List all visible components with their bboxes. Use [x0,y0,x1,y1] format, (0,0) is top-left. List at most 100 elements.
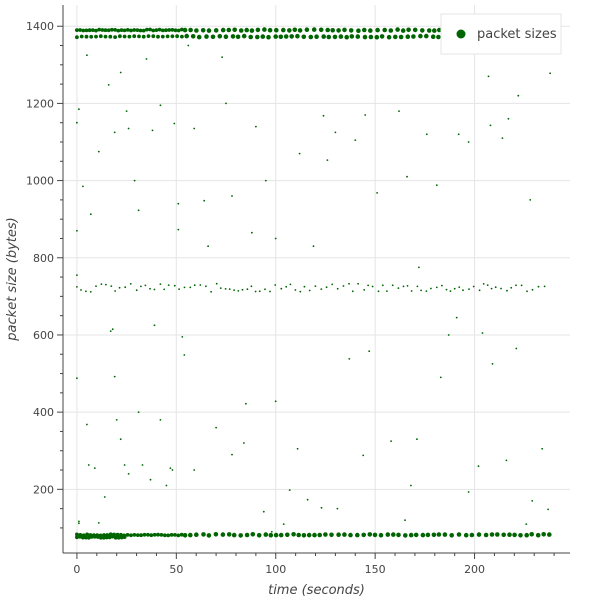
data-point [326,34,332,40]
data-point [250,285,253,288]
data-point [205,285,207,288]
data-point [410,484,412,487]
data-point [89,213,92,216]
data-point [288,489,291,491]
data-point [317,532,323,538]
data-point [152,532,157,537]
data-point [262,510,265,513]
data-point [167,28,172,32]
data-point [148,27,153,32]
data-point [416,438,418,441]
data-point [194,532,199,537]
y-tick-label: 600 [33,329,54,342]
data-point [183,286,186,289]
data-point [76,274,78,276]
y-tick-label: 200 [33,483,54,496]
data-point [156,532,160,537]
data-point [436,34,441,40]
data-point [285,532,290,538]
data-point [482,283,485,285]
data-point [413,532,419,538]
data-point [102,533,106,537]
data-point [215,426,218,429]
data-point [325,286,328,289]
data-point [100,28,105,32]
data-point [187,44,190,47]
data-point [456,532,462,537]
data-point [531,500,534,502]
data-point [87,464,90,466]
data-point [507,532,512,537]
data-point [89,291,92,293]
data-point [82,185,84,188]
data-point [123,464,126,466]
data-point [510,286,513,289]
data-point [344,34,350,40]
data-point [80,289,82,291]
data-point [173,533,177,537]
data-point [165,484,168,487]
data-point [101,535,106,540]
data-point [541,447,544,450]
data-point [269,290,271,293]
data-point [141,28,146,33]
data-point [362,454,365,457]
data-point [296,447,299,450]
data-point [372,532,378,538]
data-point [119,28,124,32]
data-point [342,27,347,33]
data-point [249,28,255,33]
data-point [228,288,231,290]
data-point [231,195,233,197]
data-point [85,532,89,537]
data-point [318,27,324,33]
data-point [113,28,117,32]
data-point [149,533,154,538]
data-point [336,287,339,290]
data-point [274,27,279,33]
data-point [435,184,438,187]
data-point [223,34,229,39]
data-point [159,533,164,537]
data-point [181,336,184,338]
data-point [89,535,94,539]
data-point [301,34,307,40]
data-point [113,375,116,378]
data-point [224,288,227,290]
data-point [398,34,404,40]
data-point [94,34,98,39]
x-tick-label: 0 [73,563,80,576]
data-point [103,28,108,33]
data-point [306,498,309,501]
data-point [320,506,323,509]
data-point [403,533,408,538]
data-point [98,535,103,540]
data-point [306,532,312,538]
data-point [226,532,232,537]
data-point [159,419,162,421]
data-point [206,28,212,33]
data-point [86,54,88,57]
data-point [453,287,456,290]
data-point [241,33,247,39]
data-point [160,28,165,33]
data-point [371,285,374,288]
data-point [238,28,244,33]
data-point [260,34,266,39]
data-point [476,532,482,537]
data-point [297,28,303,33]
data-point [204,34,209,39]
data-point [283,34,289,39]
data-point [396,532,401,538]
data-point [178,288,181,291]
data-point [449,290,452,292]
data-point [107,535,112,540]
data-point [289,283,292,286]
data-point [348,28,354,33]
data-point [262,27,267,32]
data-point [232,27,237,33]
data-point [541,532,546,537]
data-point [363,289,366,291]
